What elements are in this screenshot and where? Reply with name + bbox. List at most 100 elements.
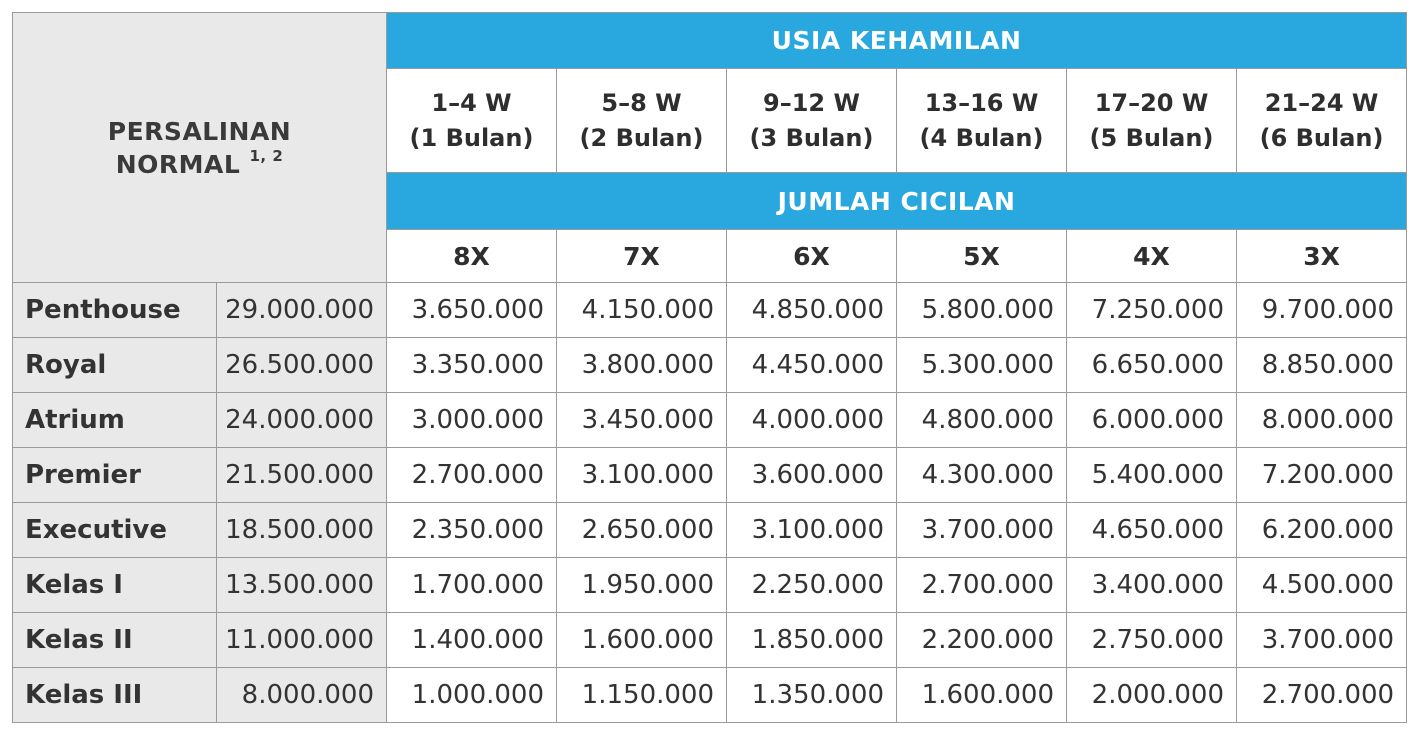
installment-amount: 4.150.000 xyxy=(556,282,727,338)
total-price: 13.500.000 xyxy=(216,557,387,613)
age-months: (3 Bulan) xyxy=(749,123,874,152)
room-class-name: Royal xyxy=(12,337,217,393)
corner-footnote: 1, 2 xyxy=(249,146,284,165)
installment-amount: 6.000.000 xyxy=(1066,392,1237,448)
installment-amount: 3.700.000 xyxy=(896,502,1067,558)
installment-count: 8X xyxy=(386,229,557,283)
installment-amount: 2.650.000 xyxy=(556,502,727,558)
age-column-header: 5–8 W (2 Bulan) xyxy=(556,68,727,173)
age-weeks: 13–16 W xyxy=(924,88,1039,117)
room-class-name: Executive xyxy=(12,502,217,558)
total-price: 24.000.000 xyxy=(216,392,387,448)
age-column-header: 13–16 W (4 Bulan) xyxy=(896,68,1067,173)
installment-amount: 1.850.000 xyxy=(726,612,897,668)
corner-line1: PERSALINAN xyxy=(107,116,292,146)
installment-count: 4X xyxy=(1066,229,1237,283)
installment-amount: 4.000.000 xyxy=(726,392,897,448)
total-price: 18.500.000 xyxy=(216,502,387,558)
pricing-table-container: PERSALINAN NORMAL 1, 2 USIA KEHAMILAN 1–… xyxy=(12,12,1408,723)
room-class-name: Kelas III xyxy=(12,667,217,723)
installment-amount: 2.000.000 xyxy=(1066,667,1237,723)
installment-amount: 4.850.000 xyxy=(726,282,897,338)
total-price: 29.000.000 xyxy=(216,282,387,338)
age-months: (2 Bulan) xyxy=(579,123,704,152)
installment-amount: 2.700.000 xyxy=(386,447,557,503)
age-column-header: 17–20 W (5 Bulan) xyxy=(1066,68,1237,173)
installment-amount: 3.600.000 xyxy=(726,447,897,503)
table-row: Royal 26.500.000 3.350.000 3.800.000 4.450.0… xyxy=(12,337,1408,393)
installment-count: 6X xyxy=(726,229,897,283)
age-header: USIA KEHAMILAN xyxy=(385,12,1408,69)
installment-amount: 3.450.000 xyxy=(556,392,727,448)
installment-amount: 1.600.000 xyxy=(896,667,1067,723)
total-price: 8.000.000 xyxy=(216,667,387,723)
age-weeks: 1–4 W xyxy=(431,88,512,117)
installment-count: 7X xyxy=(556,229,727,283)
installment-amount: 2.350.000 xyxy=(386,502,557,558)
age-column-header: 1–4 W (1 Bulan) xyxy=(386,68,557,173)
installment-amount: 3.650.000 xyxy=(386,282,557,338)
installment-amount: 7.200.000 xyxy=(1235,447,1408,503)
table-row: Kelas III 8.000.000 1.000.000 1.150.000 1.35… xyxy=(12,667,1408,723)
installment-amount: 3.100.000 xyxy=(726,502,897,558)
table-row: Kelas II 11.000.000 1.400.000 1.600.000 1.85… xyxy=(12,612,1408,668)
installment-amount: 5.300.000 xyxy=(896,337,1067,393)
installment-count: 3X xyxy=(1235,229,1408,283)
total-price: 26.500.000 xyxy=(216,337,387,393)
installment-amount: 8.850.000 xyxy=(1235,337,1408,393)
installment-amount: 1.600.000 xyxy=(556,612,727,668)
installment-amount: 8.000.000 xyxy=(1235,392,1408,448)
corner-line2: NORMAL xyxy=(115,149,241,179)
installment-amount: 4.500.000 xyxy=(1235,557,1408,613)
installment-amount: 2.700.000 xyxy=(896,557,1067,613)
table-row: Kelas I 13.500.000 1.700.000 1.950.000 2.250… xyxy=(12,557,1408,613)
age-weeks: 21–24 W xyxy=(1264,88,1379,117)
table-row: Atrium 24.000.000 3.000.000 3.450.000 4.000.… xyxy=(12,392,1408,448)
installment-amount: 4.650.000 xyxy=(1066,502,1237,558)
age-column-header: 9–12 W (3 Bulan) xyxy=(726,68,897,173)
installment-amount: 1.350.000 xyxy=(726,667,897,723)
installment-amount: 2.750.000 xyxy=(1066,612,1237,668)
installment-count-header: JUMLAH CICILAN xyxy=(385,172,1408,230)
room-class-name: Premier xyxy=(12,447,217,503)
installment-amount: 1.700.000 xyxy=(386,557,557,613)
age-months: (6 Bulan) xyxy=(1259,123,1384,152)
installment-amount: 3.800.000 xyxy=(556,337,727,393)
table-row: Executive 18.500.000 2.350.000 2.650.000 3.1… xyxy=(12,502,1408,558)
installment-amount: 2.250.000 xyxy=(726,557,897,613)
installment-amount: 5.800.000 xyxy=(896,282,1067,338)
installment-amount: 3.350.000 xyxy=(386,337,557,393)
table-row: Premier 21.500.000 2.700.000 3.100.000 3.600… xyxy=(12,447,1408,503)
age-weeks: 5–8 W xyxy=(601,88,682,117)
installment-table: PERSALINAN NORMAL 1, 2 USIA KEHAMILAN 1–… xyxy=(12,12,1408,723)
installment-amount: 4.300.000 xyxy=(896,447,1067,503)
installment-amount: 6.650.000 xyxy=(1066,337,1237,393)
installment-amount: 5.400.000 xyxy=(1066,447,1237,503)
installment-amount: 1.150.000 xyxy=(556,667,727,723)
room-class-name: Penthouse xyxy=(12,282,217,338)
table-corner-label: PERSALINAN NORMAL 1, 2 xyxy=(12,12,387,283)
room-class-name: Kelas II xyxy=(12,612,217,668)
installment-amount: 3.000.000 xyxy=(386,392,557,448)
age-months: (5 Bulan) xyxy=(1089,123,1214,152)
installment-amount: 6.200.000 xyxy=(1235,502,1408,558)
installment-amount: 1.400.000 xyxy=(386,612,557,668)
age-months: (4 Bulan) xyxy=(919,123,1044,152)
installment-amount: 7.250.000 xyxy=(1066,282,1237,338)
age-months: (1 Bulan) xyxy=(409,123,534,152)
total-price: 21.500.000 xyxy=(216,447,387,503)
installment-amount: 4.450.000 xyxy=(726,337,897,393)
age-column-header: 21–24 W (6 Bulan) xyxy=(1235,68,1408,173)
installment-amount: 3.100.000 xyxy=(556,447,727,503)
installment-count: 5X xyxy=(896,229,1067,283)
installment-amount: 3.700.000 xyxy=(1235,612,1408,668)
age-weeks: 9–12 W xyxy=(763,88,860,117)
room-class-name: Kelas I xyxy=(12,557,217,613)
installment-amount: 2.700.000 xyxy=(1235,667,1408,723)
installment-amount: 1.000.000 xyxy=(386,667,557,723)
installment-amount: 1.950.000 xyxy=(556,557,727,613)
age-weeks: 17–20 W xyxy=(1094,88,1209,117)
table-row: Penthouse 29.000.000 3.650.000 4.150.000 4.8… xyxy=(12,282,1408,338)
room-class-name: Atrium xyxy=(12,392,217,448)
installment-amount: 2.200.000 xyxy=(896,612,1067,668)
